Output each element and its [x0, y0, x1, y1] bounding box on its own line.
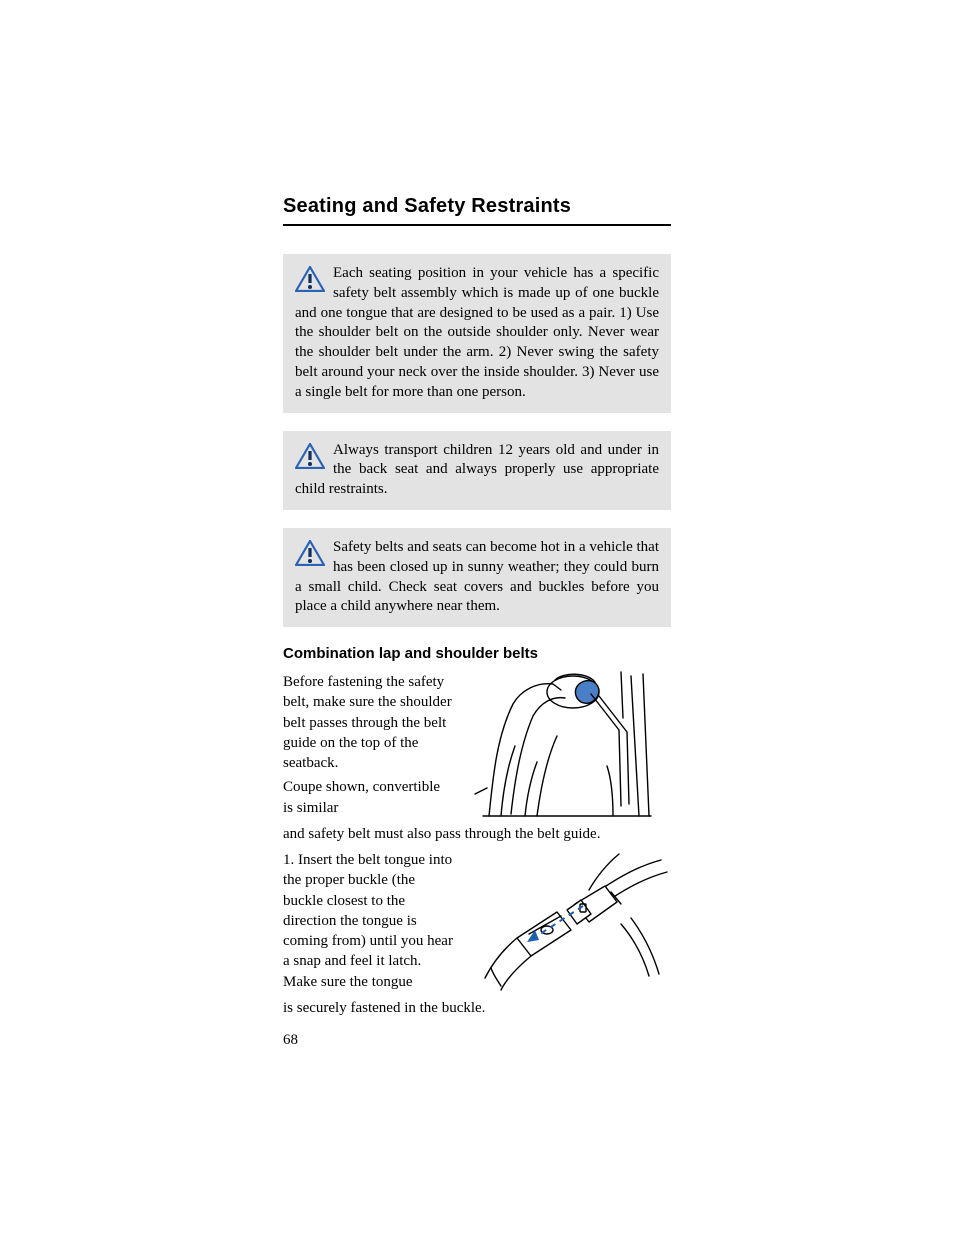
warning-text: Each seating position in your vehicle ha… [295, 264, 659, 403]
body-paragraph: is securely fastened in the buckle. [283, 998, 671, 1018]
page-title: Seating and Safety Restraints [283, 195, 671, 226]
warning-box: Each seating position in your vehicle ha… [283, 254, 671, 413]
warning-icon [295, 540, 325, 571]
body-paragraph: and safety belt must also pass through t… [283, 824, 671, 844]
body-paragraph: Coupe shown, convertible is similar [283, 777, 453, 818]
warning-text: Safety belts and seats can become hot in… [295, 538, 659, 617]
warning-icon [295, 266, 325, 297]
warning-text: Always transport children 12 years old a… [295, 441, 659, 500]
buckle-insert-illustration [471, 846, 671, 996]
warning-box: Safety belts and seats can become hot in… [283, 528, 671, 627]
manual-page: Seating and Safety Restraints Each seati… [283, 195, 671, 1049]
body-paragraph: Before fastening the safety belt, make s… [283, 672, 453, 773]
body-paragraph: 1. Insert the belt tongue into the prope… [283, 850, 453, 992]
content-row: Before fastening the safety belt, make s… [283, 672, 671, 818]
warning-icon [295, 443, 325, 474]
page-number: 68 [283, 1032, 671, 1049]
subheading: Combination lap and shoulder belts [283, 645, 671, 662]
content-row: 1. Insert the belt tongue into the prope… [283, 850, 671, 992]
warning-box: Always transport children 12 years old a… [283, 431, 671, 510]
seat-belt-guide-illustration [471, 666, 671, 826]
